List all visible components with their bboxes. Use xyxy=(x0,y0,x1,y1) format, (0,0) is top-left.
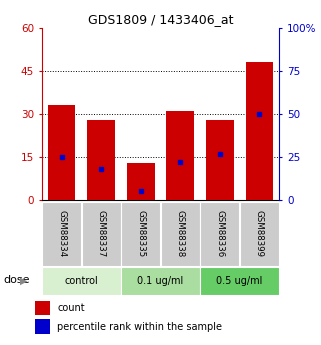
Bar xyxy=(35,301,50,315)
Text: GSM88335: GSM88335 xyxy=(136,210,145,257)
Text: GSM88336: GSM88336 xyxy=(215,210,224,257)
Bar xyxy=(35,319,50,334)
Bar xyxy=(200,202,239,266)
Text: GSM88337: GSM88337 xyxy=(97,210,106,257)
Bar xyxy=(121,267,200,295)
Text: count: count xyxy=(57,303,85,313)
Bar xyxy=(200,267,279,295)
Title: GDS1809 / 1433406_at: GDS1809 / 1433406_at xyxy=(88,13,233,27)
Text: GSM88334: GSM88334 xyxy=(57,210,66,257)
Bar xyxy=(121,202,160,266)
Bar xyxy=(166,111,194,200)
Text: dose: dose xyxy=(3,275,30,285)
Text: 0.1 ug/ml: 0.1 ug/ml xyxy=(137,276,184,286)
Bar xyxy=(240,202,279,266)
Bar xyxy=(246,62,273,200)
Text: GSM88338: GSM88338 xyxy=(176,210,185,257)
Bar xyxy=(42,202,81,266)
Text: 0.5 ug/ml: 0.5 ug/ml xyxy=(216,276,263,286)
Bar xyxy=(42,267,121,295)
Bar xyxy=(82,202,121,266)
Bar xyxy=(87,120,115,200)
Text: GSM88399: GSM88399 xyxy=(255,210,264,257)
Bar xyxy=(48,105,75,200)
Text: ▶: ▶ xyxy=(20,275,27,285)
Bar xyxy=(161,202,200,266)
Bar xyxy=(127,163,154,200)
Text: control: control xyxy=(65,276,98,286)
Bar xyxy=(206,120,234,200)
Text: percentile rank within the sample: percentile rank within the sample xyxy=(57,322,222,332)
